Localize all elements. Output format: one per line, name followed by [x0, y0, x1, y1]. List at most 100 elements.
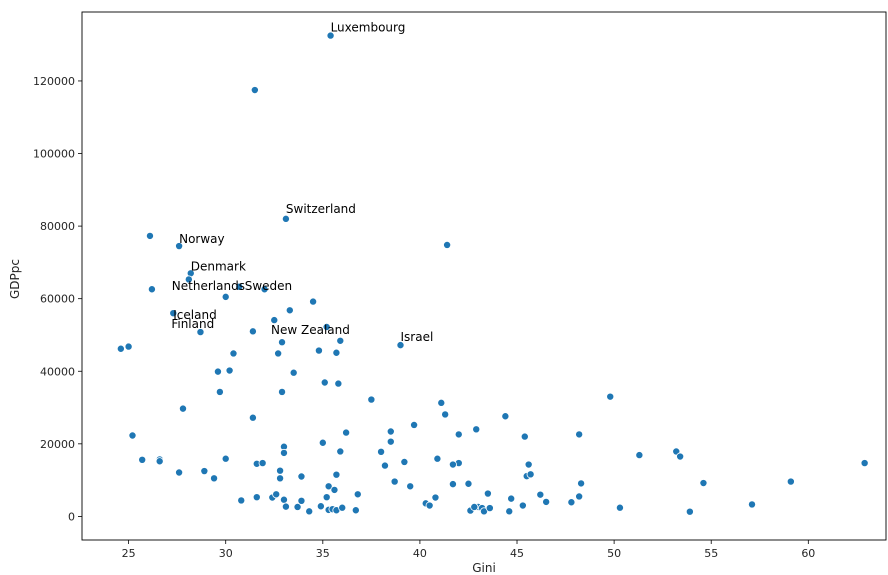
data-point	[615, 503, 624, 512]
data-point	[184, 275, 193, 284]
data-point	[169, 309, 178, 318]
y-tick-label: 60000	[40, 293, 75, 306]
data-point	[178, 404, 187, 413]
data-point	[221, 292, 230, 301]
axes-frame	[81, 11, 887, 541]
data-point	[338, 503, 347, 512]
data-point	[128, 431, 137, 440]
data-point	[380, 461, 389, 470]
data-point	[386, 437, 395, 446]
data-point	[377, 447, 386, 456]
y-tick-label: 80000	[40, 220, 75, 233]
data-point	[196, 328, 205, 337]
y-tick-label: 0	[68, 510, 75, 523]
data-point	[390, 477, 399, 486]
data-point	[501, 412, 510, 421]
data-point	[289, 368, 298, 377]
data-point	[279, 448, 288, 457]
data-point	[483, 489, 492, 498]
data-point	[577, 479, 586, 488]
data-point	[351, 506, 360, 515]
data-point	[606, 392, 615, 401]
data-point	[485, 504, 494, 513]
data-point	[258, 459, 267, 468]
data-point	[431, 493, 440, 502]
y-tick-label: 40000	[40, 365, 75, 378]
data-point	[155, 457, 164, 466]
data-point	[293, 502, 302, 511]
data-points	[116, 31, 869, 516]
x-tick-label: 35	[316, 547, 330, 560]
data-point	[433, 454, 442, 463]
data-point	[526, 470, 535, 479]
data-point	[138, 455, 147, 464]
data-point	[235, 282, 244, 291]
annotation-label: Switzerland	[286, 202, 356, 216]
data-point	[297, 472, 306, 481]
data-point	[309, 297, 318, 306]
data-point	[221, 454, 230, 463]
data-point	[518, 501, 527, 510]
data-point	[367, 395, 376, 404]
data-point	[334, 379, 343, 388]
data-point	[305, 507, 314, 516]
data-point	[472, 425, 481, 434]
annotation-label: Luxembourg	[331, 21, 406, 35]
data-point	[248, 413, 257, 422]
y-tick-label: 120000	[33, 75, 75, 88]
y-axis-ticks: 0 20000 40000 60000 80000 100000 120000	[33, 75, 82, 523]
annotation-label: Sweden	[245, 279, 292, 293]
annotation-label: New Zealand	[271, 323, 350, 337]
point-annotations: Luxembourg Switzerland Norway Denmark Nether…	[171, 21, 433, 345]
data-point	[285, 306, 294, 315]
annotation-label: Norway	[179, 232, 225, 246]
data-point	[281, 214, 290, 223]
data-point	[342, 428, 351, 437]
data-point	[448, 480, 457, 489]
data-point	[336, 336, 345, 345]
data-point	[448, 460, 457, 469]
data-point	[542, 497, 551, 506]
data-point	[318, 438, 327, 447]
data-point	[175, 242, 184, 251]
annotation-label: Iceland	[173, 308, 216, 322]
data-point	[260, 285, 269, 294]
data-point	[210, 474, 219, 483]
data-point	[252, 493, 261, 502]
x-tick-label: 50	[607, 547, 621, 560]
y-axis-label: GDPpc	[8, 259, 22, 299]
data-point	[699, 479, 708, 488]
data-point	[274, 349, 283, 358]
data-point	[685, 507, 694, 516]
data-point	[237, 496, 246, 505]
annotation-label: Finland	[171, 317, 214, 331]
data-point	[425, 501, 434, 510]
data-point	[215, 387, 224, 396]
data-point	[443, 240, 452, 249]
annotation-label: Israel	[400, 330, 433, 344]
data-point	[567, 498, 576, 507]
plot-frame	[81, 11, 887, 541]
data-point	[336, 447, 345, 456]
data-point	[396, 341, 405, 350]
data-point	[276, 466, 285, 475]
data-point	[322, 322, 331, 331]
data-point	[278, 387, 287, 396]
x-axis-label: Gini	[472, 561, 496, 575]
x-tick-label: 60	[801, 547, 815, 560]
annotation-label: Netherlands	[172, 279, 245, 293]
data-point	[320, 378, 329, 387]
y-tick-label: 20000	[40, 438, 75, 451]
data-point	[524, 460, 533, 469]
data-point	[213, 367, 222, 376]
x-tick-label: 55	[704, 547, 718, 560]
data-point	[786, 477, 795, 486]
data-point	[332, 348, 341, 357]
x-tick-label: 40	[413, 547, 427, 560]
data-point	[575, 430, 584, 439]
x-axis-ticks: 25 30 35 40 45 50 55 60	[122, 540, 815, 560]
annotation-label: Denmark	[191, 259, 246, 273]
data-point	[464, 479, 473, 488]
data-point	[314, 346, 323, 355]
